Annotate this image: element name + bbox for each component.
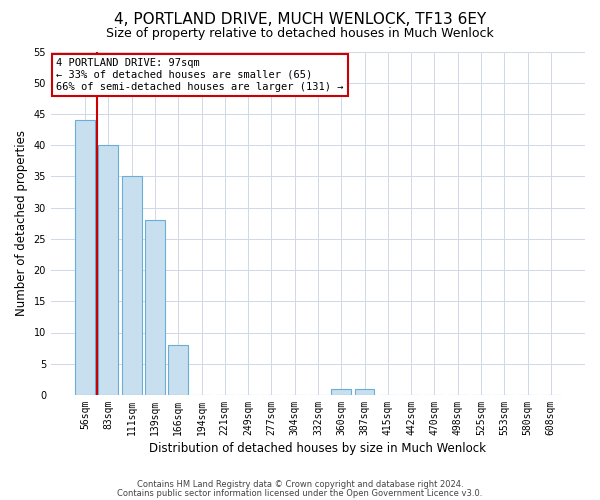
Bar	[122, 176, 142, 395]
Text: Size of property relative to detached houses in Much Wenlock: Size of property relative to detached ho…	[106, 28, 494, 40]
Bar	[75, 120, 95, 395]
Bar	[331, 388, 351, 395]
Bar	[355, 388, 374, 395]
Text: Contains public sector information licensed under the Open Government Licence v3: Contains public sector information licen…	[118, 488, 482, 498]
Text: 4, PORTLAND DRIVE, MUCH WENLOCK, TF13 6EY: 4, PORTLAND DRIVE, MUCH WENLOCK, TF13 6E…	[114, 12, 486, 28]
Bar	[169, 345, 188, 395]
X-axis label: Distribution of detached houses by size in Much Wenlock: Distribution of detached houses by size …	[149, 442, 487, 455]
Bar	[145, 220, 165, 395]
Y-axis label: Number of detached properties: Number of detached properties	[15, 130, 28, 316]
Bar	[98, 145, 118, 395]
Text: Contains HM Land Registry data © Crown copyright and database right 2024.: Contains HM Land Registry data © Crown c…	[137, 480, 463, 489]
Text: 4 PORTLAND DRIVE: 97sqm
← 33% of detached houses are smaller (65)
66% of semi-de: 4 PORTLAND DRIVE: 97sqm ← 33% of detache…	[56, 58, 344, 92]
